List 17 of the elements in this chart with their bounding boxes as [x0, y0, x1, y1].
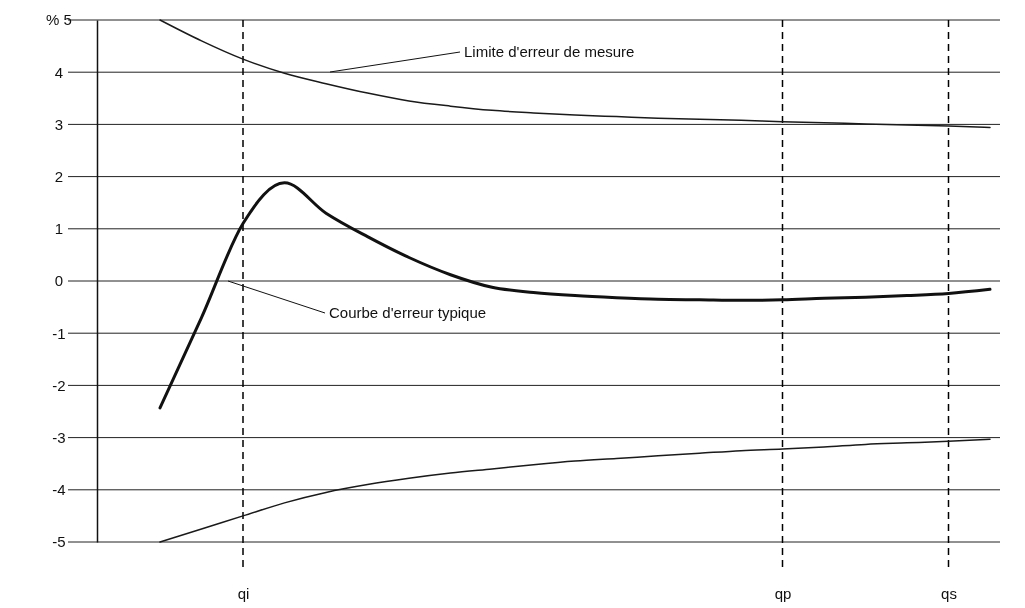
y-tick-label: -5: [52, 533, 66, 551]
y-tick-label: -1: [52, 324, 66, 342]
annotation: Limite d'erreur de mesure: [464, 43, 635, 60]
line-series: [158, 181, 992, 410]
x-tick-label: qp: [774, 584, 792, 602]
y-tick-label: % 5: [46, 11, 72, 29]
x-tick-label: qi: [237, 584, 250, 602]
y-tick-label: 3: [54, 115, 64, 133]
y-tick-label: 1: [54, 220, 64, 238]
y-tick-label: -3: [52, 428, 66, 446]
y-tick-label: -4: [52, 481, 66, 499]
y-tick-label: 4: [54, 63, 64, 81]
y-tick-label: 2: [54, 167, 64, 185]
x-tick-label: qs: [941, 584, 957, 602]
annotation: Courbe d'erreur typique: [329, 304, 487, 321]
y-tick-label: -2: [52, 376, 66, 394]
y-tick-label: 0: [54, 272, 64, 290]
